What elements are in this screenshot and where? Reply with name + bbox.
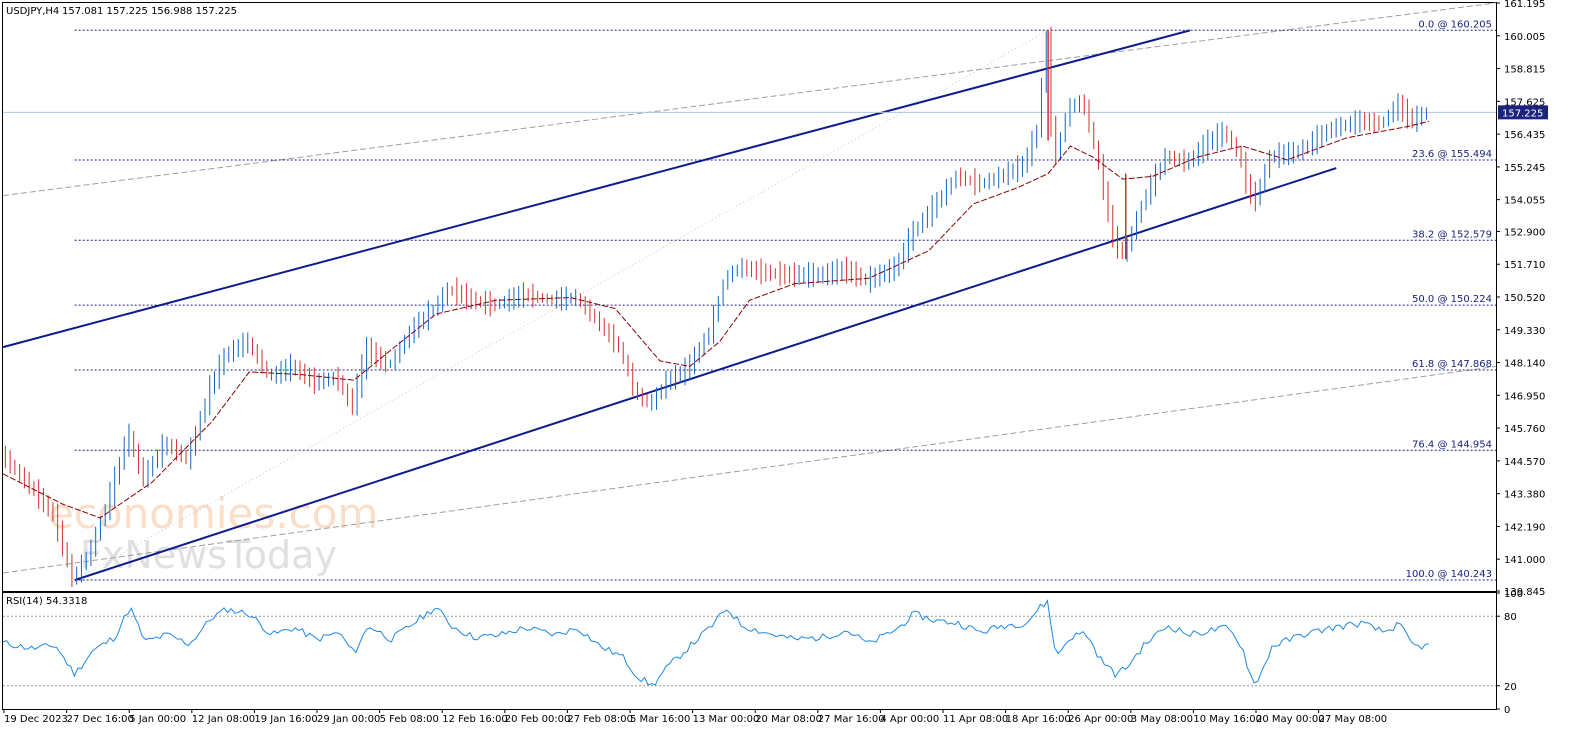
price-tick-label: 148.140 — [1504, 359, 1545, 370]
time-tick-label: 5 Mar 16:00 — [630, 714, 690, 725]
fib-level-label: 23.6 @ 155.494 — [1412, 149, 1492, 160]
time-tick-label: 10 May 16:00 — [1193, 714, 1262, 725]
watermark-economies: economies.com — [48, 489, 378, 538]
time-tick-label: 27 Feb 08:00 — [567, 714, 633, 725]
price-tick-label: 149.330 — [1504, 326, 1545, 337]
time-tick-label: 19 Jan 16:00 — [254, 714, 317, 725]
rsi-pane-frame — [2, 592, 1497, 710]
price-tick-label: 161.195 — [1504, 0, 1545, 10]
price-tick-label: 160.005 — [1504, 32, 1545, 43]
time-tick-label: 5 Jan 00:00 — [129, 714, 186, 725]
current-price-label: 157.225 — [1502, 108, 1543, 119]
time-tick-label: 20 Feb 00:00 — [505, 714, 571, 725]
moving-average — [2, 120, 1429, 519]
fib-level-label: 50.0 @ 150.224 — [1412, 294, 1492, 305]
price-tick-label: 155.245 — [1504, 163, 1545, 174]
channel-line-upper — [2, 29, 1191, 349]
rsi-tick-label: 80 — [1504, 612, 1517, 623]
envelope-line-outer-upper — [2, 2, 1497, 197]
rsi-tick-label: 0 — [1504, 705, 1510, 716]
price-tick-label: 145.760 — [1504, 424, 1545, 435]
time-tick-label: 18 Apr 16:00 — [1006, 714, 1071, 725]
chart-symbol: USDJPY,H4 — [6, 6, 59, 17]
time-tick-label: 4 Apr 00:00 — [880, 714, 939, 725]
rsi-tick-label: 100 — [1504, 589, 1523, 600]
rsi-line — [2, 599, 1429, 686]
fib-level-label: 100.0 @ 140.243 — [1406, 569, 1492, 580]
price-pane-frame — [2, 2, 1497, 592]
envelope-lines — [2, 2, 1497, 581]
price-tick-label: 143.380 — [1504, 490, 1545, 501]
time-tick-label: 12 Feb 16:00 — [442, 714, 508, 725]
time-tick-label: 27 Mar 16:00 — [818, 714, 885, 725]
time-tick-label: 29 Jan 00:00 — [317, 714, 380, 725]
fibonacci-levels: 0.0 @ 160.205 23.6 @ 155.494 38.2 @ 152.57… — [74, 19, 1496, 581]
time-tick-label: 26 Apr 00:00 — [1068, 714, 1133, 725]
fib-level-label: 76.4 @ 144.954 — [1412, 439, 1492, 450]
fib-level-label: 38.2 @ 152.579 — [1412, 229, 1492, 240]
price-tick-label: 156.435 — [1504, 130, 1545, 141]
price-tick-label: 150.520 — [1504, 293, 1545, 304]
price-tick-label: 158.815 — [1504, 65, 1545, 76]
time-tick-label: 5 Feb 08:00 — [380, 714, 439, 725]
time-tick-label: 27 May 08:00 — [1319, 714, 1388, 725]
price-tick-label: 157.625 — [1504, 97, 1545, 108]
envelope-line-outer-lower — [2, 365, 1497, 574]
time-tick-label: 20 Mar 08:00 — [755, 714, 822, 725]
time-tick-label: 20 May 00:00 — [1256, 714, 1325, 725]
price-tick-label: 144.570 — [1504, 457, 1545, 468]
rsi-header: RSI(14) 54.3318 — [6, 596, 87, 607]
fib-level-label: 61.8 @ 147.868 — [1412, 359, 1492, 370]
current-price-marker — [1498, 105, 1548, 120]
price-tick-label: 152.900 — [1504, 227, 1545, 238]
time-tick-label: 27 Dec 16:00 — [67, 714, 134, 725]
rsi-indicator: 100 80 20 0 — [2, 589, 1523, 716]
price-tick-label: 142.190 — [1504, 522, 1545, 533]
rsi-tick-label: 20 — [1504, 682, 1517, 693]
chart-ohlc: 157.081 157.225 156.988 157.225 — [62, 6, 237, 17]
price-tick-label: 141.000 — [1504, 555, 1545, 566]
time-tick-label: 3 May 08:00 — [1131, 714, 1193, 725]
time-tick-label: 11 Apr 08:00 — [943, 714, 1008, 725]
time-tick-label: 12 Jan 08:00 — [192, 714, 255, 725]
price-tick-label: 151.710 — [1504, 260, 1545, 271]
price-tick-label: 139.845 — [1504, 587, 1545, 598]
fib-level-label: 0.0 @ 160.205 — [1418, 19, 1492, 30]
moving-average-line — [2, 120, 1429, 519]
price-tick-label: 146.950 — [1504, 391, 1545, 402]
watermark-fxnewstoday: FxNewsToday — [80, 533, 337, 577]
time-tick-label: 19 Dec 2023 — [4, 714, 68, 725]
price-tick-label: 154.055 — [1504, 196, 1545, 207]
price-axis: 161.195 160.005 158.815 157.625 156.435 155.2… — [1496, 0, 1548, 598]
time-tick-label: 13 Mar 00:00 — [693, 714, 760, 725]
